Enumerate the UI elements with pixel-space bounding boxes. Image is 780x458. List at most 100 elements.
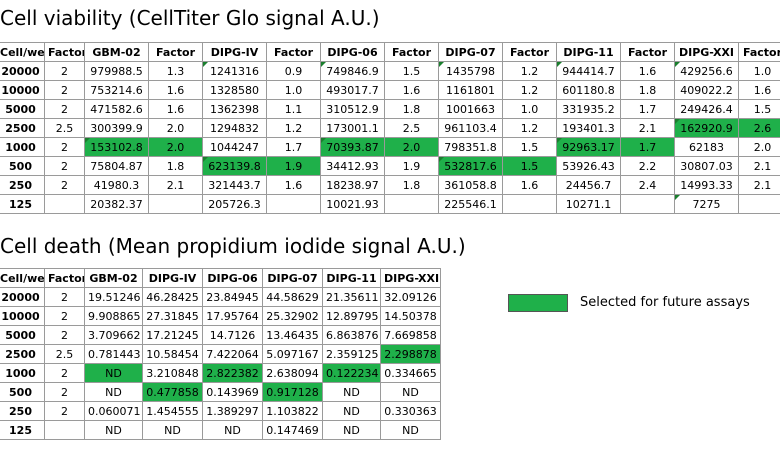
- row-label: 10000: [0, 306, 45, 326]
- column-header: Cell/well: [0, 268, 45, 288]
- table-cell: 979988.5: [84, 61, 149, 81]
- table-cell: 2: [44, 175, 85, 195]
- table-cell: 1.5: [502, 137, 557, 157]
- table-cell: 2.2: [620, 156, 675, 176]
- row-label: 20000: [0, 287, 45, 307]
- table-cell: 1435798: [438, 61, 503, 81]
- table-cell: ND: [380, 420, 441, 440]
- column-header: Factor: [44, 42, 85, 62]
- table-cell: 23.84945: [202, 287, 263, 307]
- column-header: Cell/well: [0, 42, 45, 62]
- table-cell: 0.781443: [84, 344, 143, 364]
- table-cell: 1294832: [202, 118, 267, 138]
- table-cell: 9.908865: [84, 306, 143, 326]
- table-cell: 1044247: [202, 137, 267, 157]
- table-cell: 2: [44, 61, 85, 81]
- table-cell: 153102.8: [84, 137, 149, 157]
- table-cell: 41980.3: [84, 175, 149, 195]
- column-header: GBM-02: [84, 42, 149, 62]
- table-row: 250 2 0.060071 1.454555 1.389297 1.103822 ND 0.…: [0, 401, 441, 421]
- table-cell: 2: [44, 401, 85, 421]
- table-cell: 1.2: [502, 80, 557, 100]
- table-row: 10000 2 753214.6 1.6 1328580 1.0 493017.7 1.6 11…: [0, 80, 780, 100]
- column-header: Factor: [620, 42, 675, 62]
- table-cell: 173001.1: [320, 118, 385, 138]
- table-cell: 2.1: [738, 156, 780, 176]
- table-cell: [44, 194, 85, 214]
- legend-swatch: [508, 294, 568, 312]
- row-label: 500: [0, 156, 45, 176]
- table-cell: 0.147469: [262, 420, 323, 440]
- table-cell: 2.1: [620, 118, 675, 138]
- table-cell: 1.0: [502, 99, 557, 119]
- table-cell: 493017.7: [320, 80, 385, 100]
- table-cell: 225546.1: [438, 194, 503, 214]
- table-cell: 2.638094: [262, 363, 323, 383]
- column-header: DIPG-06: [202, 268, 263, 288]
- row-label: 125: [0, 420, 45, 440]
- table-cell: 249426.4: [674, 99, 739, 119]
- table-cell: 623139.8: [202, 156, 267, 176]
- table-cell: 1.2: [502, 61, 557, 81]
- table-cell: 1.0: [738, 61, 780, 81]
- table-cell: 19.51246: [84, 287, 143, 307]
- table-cell: 361058.8: [438, 175, 503, 195]
- table-cell: ND: [322, 382, 381, 402]
- column-header: Factor: [266, 42, 321, 62]
- table-cell: 2.6: [738, 118, 780, 138]
- table-cell: 1.0: [266, 80, 321, 100]
- row-label: 1000: [0, 363, 45, 383]
- table-cell: 7275: [674, 194, 739, 214]
- table-cell: 1.6: [148, 80, 203, 100]
- table-cell: 12.89795: [322, 306, 381, 326]
- table-cell: 1362398: [202, 99, 267, 119]
- table-cell: 14993.33: [674, 175, 739, 195]
- death-table: Cell/wellFactorGBM-02DIPG-IVDIPG-06DIPG-…: [0, 268, 441, 440]
- row-label: 10000: [0, 80, 45, 100]
- table-cell: 1.5: [384, 61, 439, 81]
- column-header: Factor: [44, 268, 85, 288]
- table-cell: 1.8: [148, 156, 203, 176]
- table-cell: 2.1: [738, 175, 780, 195]
- table-cell: 2.298878: [380, 344, 441, 364]
- table-cell: 2.359125: [322, 344, 381, 364]
- table-cell: 2.5: [44, 344, 85, 364]
- table-cell: 1.6: [148, 99, 203, 119]
- table-cell: 2: [44, 99, 85, 119]
- table-cell: 92963.17: [556, 137, 621, 157]
- table-cell: 1.6: [502, 175, 557, 195]
- table-cell: 3.709662: [84, 325, 143, 345]
- table-cell: 1.454555: [142, 401, 203, 421]
- table-cell: 749846.9: [320, 61, 385, 81]
- table-cell: 2: [44, 382, 85, 402]
- table-cell: [384, 194, 439, 214]
- table-cell: 1328580: [202, 80, 267, 100]
- table-cell: 300399.9: [84, 118, 149, 138]
- table-cell: 753214.6: [84, 80, 149, 100]
- table-cell: 961103.4: [438, 118, 503, 138]
- table-cell: 7.422064: [202, 344, 263, 364]
- table-cell: 70393.87: [320, 137, 385, 157]
- column-header: DIPG-07: [438, 42, 503, 62]
- table-cell: 1.2: [266, 118, 321, 138]
- table-cell: 1.7: [266, 137, 321, 157]
- table-cell: 3.210848: [142, 363, 203, 383]
- table-row: 1000 2 153102.8 2.0 1044247 1.7 70393.87 2.0 798…: [0, 137, 780, 157]
- table-cell: 44.58629: [262, 287, 323, 307]
- table-row: 2500 2.5 0.781443 10.58454 7.422064 5.097167 2…: [0, 344, 441, 364]
- table-cell: 1.6: [266, 175, 321, 195]
- table-cell: 409022.2: [674, 80, 739, 100]
- table-cell: 30807.03: [674, 156, 739, 176]
- table-cell: 20382.37: [84, 194, 149, 214]
- table-cell: 0.143969: [202, 382, 263, 402]
- table-cell: 14.50378: [380, 306, 441, 326]
- table-cell: 46.28425: [142, 287, 203, 307]
- column-header: DIPG-XXI: [674, 42, 739, 62]
- table-cell: [266, 194, 321, 214]
- header-row: Cell/wellFactorGBM-02FactorDIPG-IVFactor…: [0, 42, 780, 62]
- table-cell: 2.0: [148, 137, 203, 157]
- table-cell: ND: [84, 382, 143, 402]
- column-header: Factor: [384, 42, 439, 62]
- table-row: 125 ND ND ND 0.147469 ND ND: [0, 420, 441, 440]
- table-cell: 310512.9: [320, 99, 385, 119]
